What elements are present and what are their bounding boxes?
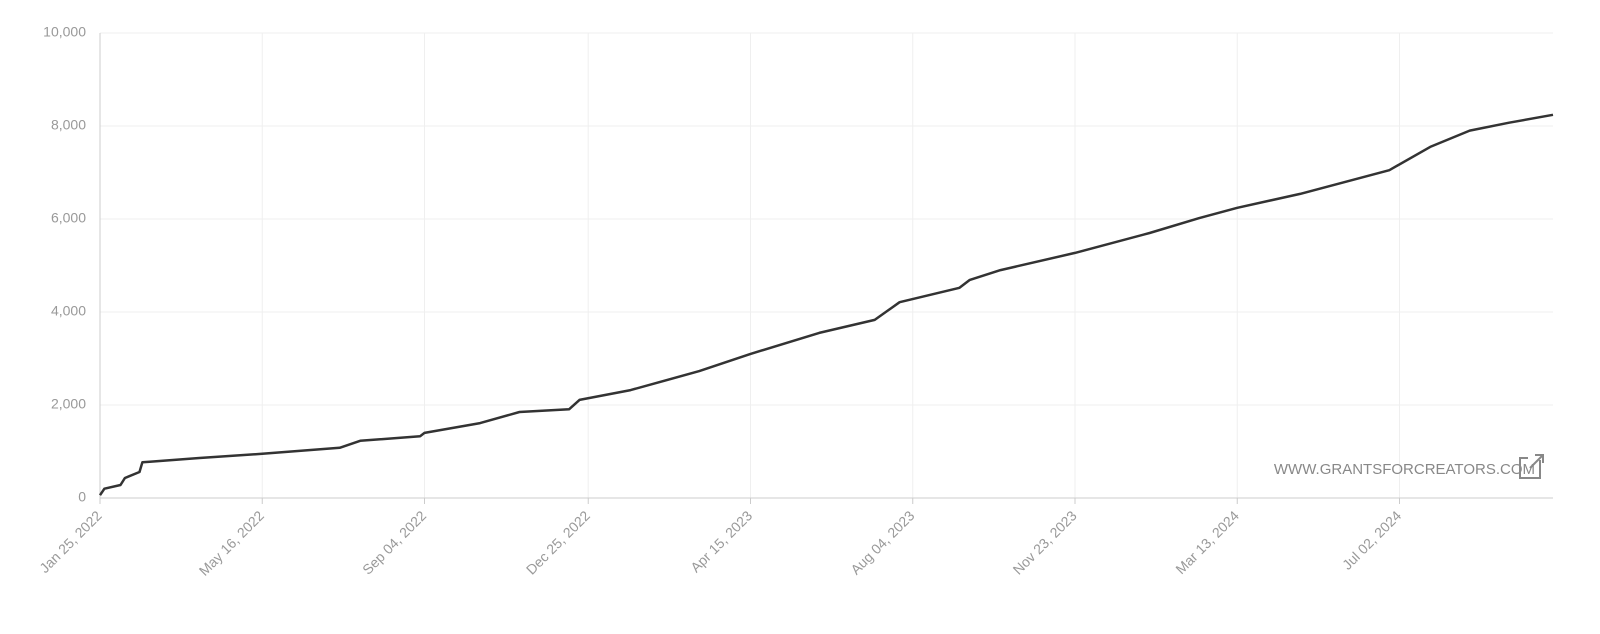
x-tick-label: Apr 15, 2023	[687, 507, 755, 575]
x-tick-label: Sep 04, 2022	[359, 507, 429, 577]
x-tick-label: Jul 02, 2024	[1339, 507, 1404, 572]
y-tick-label: 10,000	[43, 24, 86, 40]
watermark: WWW.GRANTSFORCREATORS.COM	[1274, 461, 1535, 478]
x-tick-label: Aug 04, 2023	[847, 507, 917, 577]
y-tick-label: 0	[78, 489, 86, 505]
external-link-icon[interactable]	[1519, 454, 1544, 479]
x-tick-label: May 16, 2022	[196, 507, 267, 578]
y-tick-label: 8,000	[51, 117, 86, 133]
y-tick-label: 6,000	[51, 210, 86, 226]
x-tick-label: Nov 23, 2023	[1010, 507, 1080, 577]
x-tick-label: Jan 25, 2022	[36, 507, 105, 576]
data-line	[98, 113, 1554, 496]
x-tick-label: Dec 25, 2022	[523, 507, 593, 577]
x-tick-label: Mar 13, 2024	[1172, 507, 1242, 577]
y-tick-label: 2,000	[51, 396, 86, 412]
y-tick-label: 4,000	[51, 303, 86, 319]
